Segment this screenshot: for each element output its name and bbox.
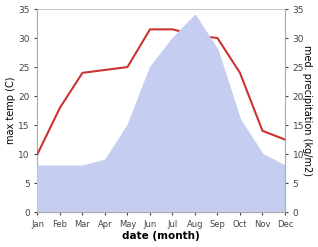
X-axis label: date (month): date (month) [122, 231, 200, 242]
Y-axis label: med. precipitation (kg/m2): med. precipitation (kg/m2) [302, 45, 313, 176]
Y-axis label: max temp (C): max temp (C) [5, 77, 16, 144]
